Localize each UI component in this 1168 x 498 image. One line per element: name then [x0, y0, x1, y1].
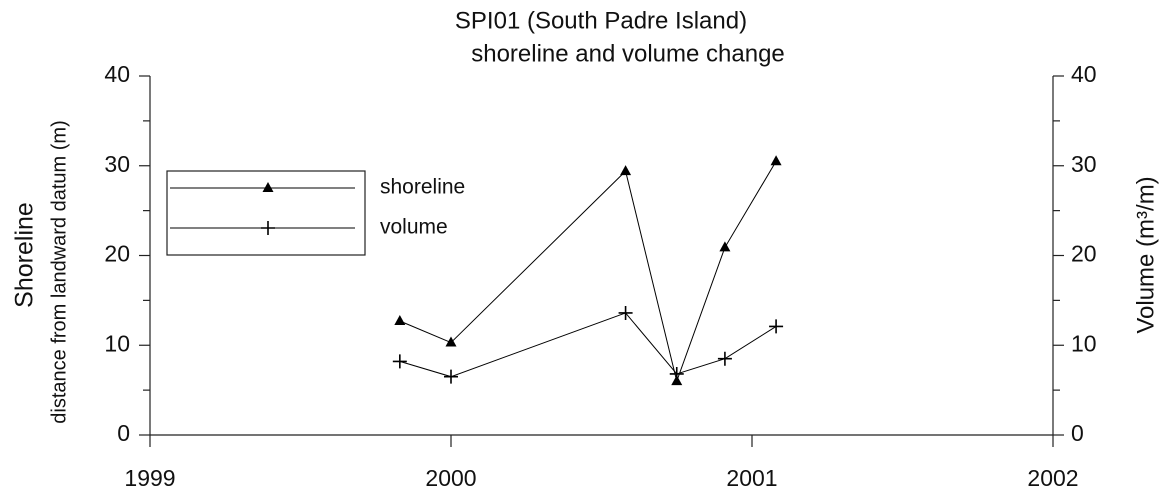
- y-tick-label: 10: [104, 330, 130, 356]
- y-axis-label: Shoreline: [11, 202, 39, 308]
- y-tick-label: 30: [104, 151, 130, 177]
- y2-tick-label: 40: [1071, 61, 1097, 87]
- data-point: [769, 319, 784, 334]
- data-point: [620, 165, 632, 176]
- y2-tick-label: 10: [1071, 330, 1097, 356]
- legend-marker: [261, 221, 275, 235]
- y2-tick-label: 0: [1071, 420, 1084, 446]
- y2-tick-label: 30: [1071, 151, 1097, 177]
- x-tick-label: 2002: [1027, 465, 1078, 491]
- data-point: [444, 369, 458, 384]
- data-point: [717, 351, 732, 366]
- x-tick-label: 2000: [425, 465, 476, 491]
- y-tick-label: 0: [117, 420, 130, 446]
- x-tick-label: 1999: [124, 465, 175, 491]
- data-point: [770, 155, 782, 166]
- legend-label: volume: [380, 216, 448, 239]
- y2-axis-label: Volume (m³/m): [1132, 176, 1159, 333]
- data-point: [394, 315, 406, 326]
- chart-subtitle: shoreline and volume change: [471, 40, 785, 67]
- data-point: [445, 336, 457, 347]
- y2-tick-label: 20: [1071, 241, 1097, 267]
- series-line: [399, 312, 777, 378]
- y-tick-label: 20: [104, 241, 130, 267]
- y-axis-sublabel: distance from landward datum (m): [48, 120, 70, 423]
- data-point: [669, 366, 684, 381]
- legend-label: shoreline: [380, 176, 465, 199]
- data-point: [392, 354, 407, 369]
- data-point: [618, 305, 633, 320]
- legend-box: [166, 170, 366, 256]
- legend-marker: [262, 182, 274, 192]
- y-tick-label: 40: [104, 61, 130, 87]
- chart-title: SPI01 (South Padre Island): [455, 7, 747, 34]
- data-point: [719, 241, 731, 252]
- x-tick-label: 2001: [726, 465, 777, 491]
- series-line: [399, 161, 777, 383]
